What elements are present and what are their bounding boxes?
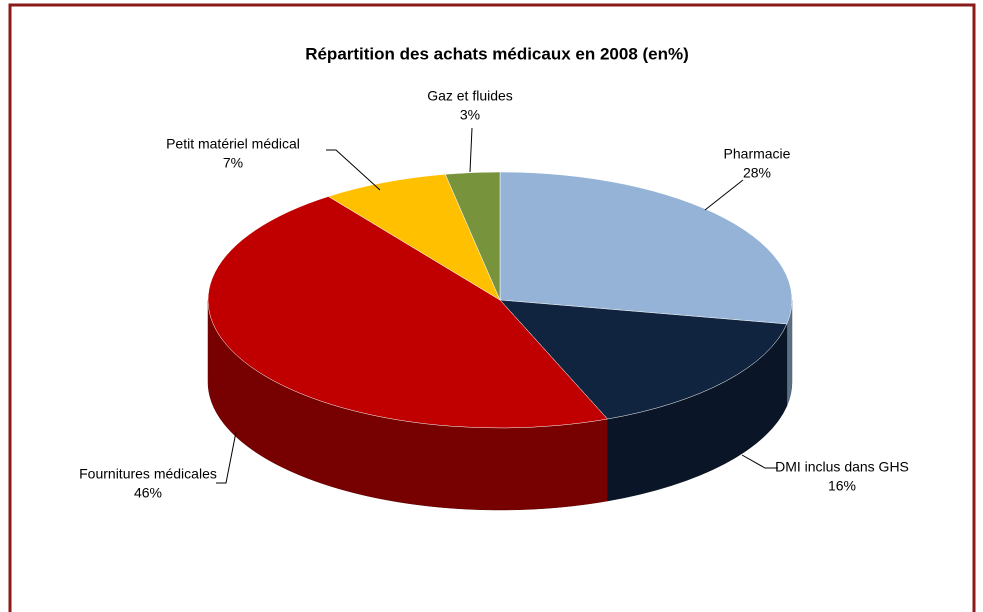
slice-label: Pharmacie bbox=[724, 146, 791, 162]
pie-tops bbox=[207, 171, 793, 429]
leader-line bbox=[469, 127, 473, 173]
leader-line bbox=[326, 149, 381, 191]
pie-slice bbox=[499, 171, 793, 325]
slice-value-label: 46% bbox=[134, 485, 162, 501]
slice-label: DMI inclus dans GHS bbox=[775, 459, 909, 475]
pie-slice bbox=[327, 174, 501, 301]
pie-slice bbox=[444, 171, 501, 301]
slice-value-label: 16% bbox=[828, 478, 856, 494]
slice-value-label: 3% bbox=[460, 107, 480, 123]
leader-line bbox=[704, 179, 744, 211]
leader-lines bbox=[216, 127, 778, 484]
slice-label: Petit matériel médical bbox=[166, 136, 300, 152]
slice-label: Gaz et fluides bbox=[427, 88, 513, 104]
pie-sides bbox=[207, 299, 793, 511]
leader-line bbox=[216, 431, 237, 484]
leader-line bbox=[741, 454, 778, 469]
slice-value-label: 28% bbox=[743, 165, 771, 181]
chart-title: Répartition des achats médicaux en 2008 … bbox=[305, 44, 689, 63]
pie-slice bbox=[499, 299, 788, 420]
pie-slice bbox=[207, 196, 608, 429]
slice-value-label: 7% bbox=[223, 155, 243, 171]
slice-label: Fournitures médicales bbox=[79, 466, 217, 482]
